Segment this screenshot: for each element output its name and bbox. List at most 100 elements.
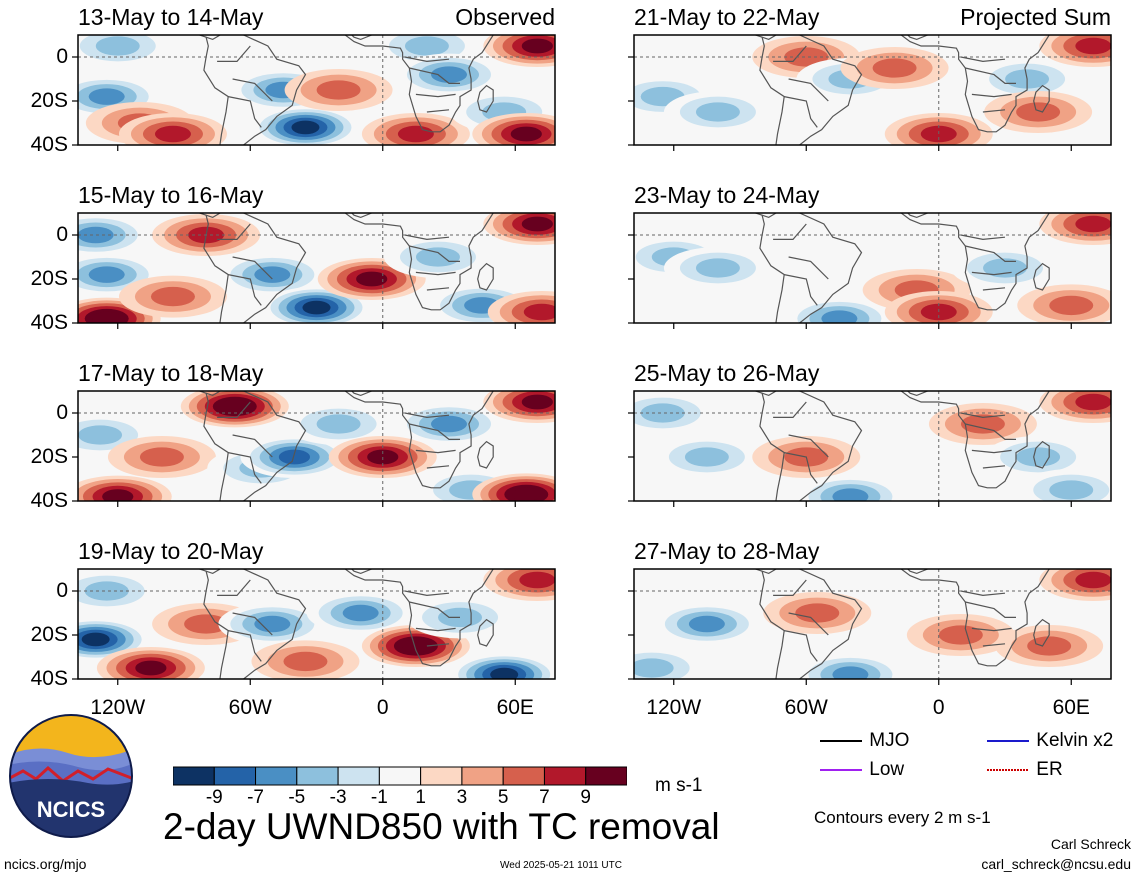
colorbar-tick-label: 9: [580, 787, 591, 808]
anomaly-cell: [88, 88, 125, 105]
anomaly-cell: [872, 58, 917, 78]
legend-entry: MJO: [818, 730, 909, 752]
colorbar-swatch: [461, 766, 504, 786]
anomaly-cell: [278, 449, 311, 465]
legend-label: Kelvin x2: [1031, 730, 1114, 752]
anomaly-cell: [150, 286, 195, 307]
panel-title: 13-May to 14-May: [78, 4, 264, 30]
y-tick-label: 20S: [30, 267, 68, 290]
panel-title: 27-May to 28-May: [634, 538, 820, 564]
coastline: [344, 391, 494, 489]
anomaly-cell: [695, 258, 740, 278]
anomaly-cell: [983, 258, 1027, 278]
anomaly-cell: [316, 80, 361, 100]
coastline: [982, 643, 1006, 647]
colorbar-swatch: [585, 766, 627, 786]
coastline: [415, 271, 456, 276]
coastline: [344, 35, 494, 133]
panel-tag: Observed: [455, 4, 555, 30]
anomaly-cell: [431, 66, 467, 83]
coastline: [965, 423, 1016, 440]
coastline: [228, 452, 262, 484]
coastline: [784, 630, 818, 662]
y-tick-label: 40S: [30, 667, 68, 690]
anomaly-cell: [1075, 393, 1111, 411]
coastline: [203, 391, 307, 501]
anomaly-cell: [92, 311, 121, 323]
coastline: [982, 109, 1006, 113]
anomaly-cell: [254, 266, 291, 283]
colorbar-swatch: [296, 766, 339, 786]
coastline: [232, 256, 273, 280]
panel-title: 25-May to 26-May: [634, 360, 820, 386]
legend-swatch: [820, 769, 862, 771]
y-tick-label: 0: [56, 223, 68, 246]
x-tick-label: 60E: [496, 696, 534, 719]
anomaly-cell: [415, 247, 460, 267]
colorbar-swatch: [173, 766, 215, 786]
panel-title: 15-May to 16-May: [78, 182, 264, 208]
coastline: [900, 569, 1050, 667]
coastline: [971, 271, 1012, 276]
anomaly-cell: [302, 300, 331, 315]
anomaly-cell: [523, 303, 555, 321]
anomaly-cell: [139, 447, 184, 467]
anomaly-cell: [78, 226, 114, 244]
anomaly-cell: [688, 615, 725, 633]
units-label: m s-1: [655, 775, 703, 796]
coastline: [759, 35, 863, 145]
chart-title: 2-day UWND850 with TC removal: [163, 806, 720, 847]
panel-frame: [77, 390, 556, 502]
colorbar-swatch: [502, 766, 545, 786]
anomaly-cell: [960, 414, 1005, 434]
anomaly-cell: [512, 487, 541, 501]
anomaly-cell: [521, 394, 553, 410]
coastline: [217, 45, 251, 62]
anomaly-cell: [1075, 37, 1111, 55]
coastline: [232, 78, 273, 102]
coastline: [426, 287, 450, 291]
site-url[interactable]: ncics.org/mjo: [4, 856, 87, 872]
panel-title: 17-May to 18-May: [78, 360, 264, 386]
coastline: [228, 630, 262, 662]
coastline: [217, 223, 251, 240]
map-panel: [72, 34, 556, 151]
y-tick-label: 40S: [30, 311, 68, 334]
y-tick-label: 0: [56, 45, 68, 68]
coastline: [1033, 84, 1050, 113]
colorbar-tick-label: -3: [329, 787, 347, 808]
anomaly-cell: [1016, 102, 1061, 122]
author-email[interactable]: carl_schreck@ncsu.edu: [981, 856, 1131, 872]
anomaly-cell: [184, 614, 229, 634]
anomaly-cell: [832, 488, 869, 501]
legend-swatch: [987, 769, 1029, 771]
coastline: [900, 35, 1050, 133]
anomaly-cell: [397, 125, 434, 143]
coastline: [228, 274, 262, 306]
coastline: [415, 449, 456, 454]
colorbar-swatch: [543, 766, 587, 786]
anomaly-cell: [95, 36, 140, 56]
panel-frame: [633, 212, 1112, 324]
coastline: [409, 245, 460, 262]
y-tick-label: 0: [56, 579, 68, 602]
y-tick-label: 40S: [30, 133, 68, 156]
coastline: [203, 569, 307, 679]
x-tick-label: 60W: [784, 696, 828, 719]
colorbar-swatch: [420, 766, 463, 786]
anomaly-cell: [784, 47, 829, 67]
anomaly-cell: [431, 415, 467, 433]
y-tick-label: 20S: [30, 623, 68, 646]
colorbar-tick-label: -7: [247, 787, 264, 808]
colorbar-tick-label: 5: [497, 787, 509, 808]
panel-frame: [633, 390, 1112, 502]
anomaly-cell: [938, 625, 983, 645]
coastline: [404, 412, 450, 419]
coastline: [971, 93, 1012, 98]
anomaly-cell: [519, 571, 555, 589]
anomaly-cell: [84, 581, 129, 601]
map-panel: [72, 390, 556, 507]
coastline: [477, 262, 494, 291]
colorbar-tick-label: 3: [456, 787, 468, 808]
coastline: [344, 213, 494, 311]
